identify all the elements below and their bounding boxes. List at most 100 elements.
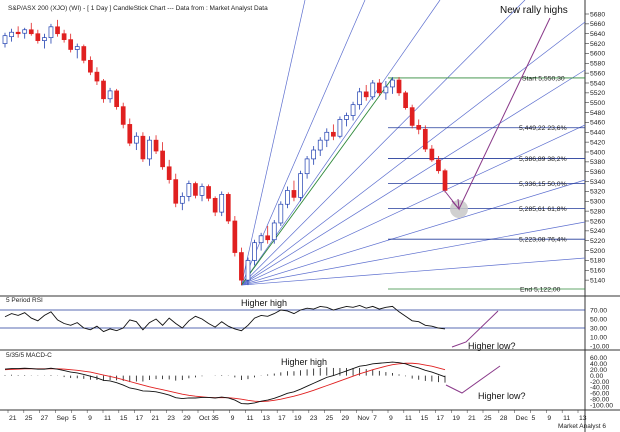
candle <box>422 125 428 152</box>
candle <box>127 118 133 147</box>
price-tick-label: 5380 <box>590 159 605 166</box>
macd-tick-label: -20.00 <box>590 379 609 386</box>
candle-body <box>173 179 179 204</box>
macd-tick-label: -80.00 <box>590 396 609 403</box>
x-tick-label: 9 <box>231 415 235 422</box>
candle-body <box>416 125 422 130</box>
candle-body <box>429 148 435 161</box>
price-tick-label: 5340 <box>590 179 605 186</box>
fib-level-label: 5,449,22 23,6% <box>519 125 567 132</box>
x-tick-label: 21 <box>152 415 160 422</box>
candle <box>278 201 284 226</box>
candle-body <box>245 260 251 281</box>
price-tick-label: 5220 <box>590 238 605 245</box>
price-tick-label: 5420 <box>590 139 605 146</box>
candle-body <box>409 107 415 126</box>
candle <box>55 19 60 37</box>
price-tick-label: 5360 <box>590 169 605 176</box>
candle-body <box>153 139 159 152</box>
price-tick-label: 5520 <box>590 90 605 97</box>
candle <box>212 196 218 217</box>
rsi-line <box>4 305 446 333</box>
candle <box>15 26 21 38</box>
candle-body <box>363 91 369 98</box>
price-tick-label: 5440 <box>590 130 605 137</box>
candle-body <box>271 222 277 241</box>
x-tick-label: Sep <box>57 415 69 422</box>
candle <box>120 102 126 129</box>
candle <box>61 29 67 43</box>
candle-body <box>376 82 382 94</box>
candle <box>390 77 395 94</box>
candle-body <box>265 235 271 241</box>
candle <box>265 225 271 244</box>
candle-body <box>94 71 100 82</box>
price-tick-label: 5400 <box>590 149 605 156</box>
price-tick-label: 5160 <box>590 268 605 275</box>
candle-body <box>383 86 389 94</box>
rsi-panel: 5 Period RSI 70.00 50.00 30.00 10.00 -10.00 <box>0 297 609 350</box>
macd-tick-label: 0.00 <box>590 373 603 380</box>
candle <box>416 119 422 135</box>
x-tick-label: 9 <box>547 415 551 422</box>
x-tick-label: 5 <box>532 415 536 422</box>
new-rally-highs-label: New rally highs <box>500 5 568 16</box>
candle <box>376 79 382 96</box>
candle <box>271 220 277 244</box>
candle <box>344 112 349 127</box>
candlestick-series <box>2 19 448 286</box>
candle-body <box>15 31 21 35</box>
candle <box>22 27 28 39</box>
x-tick-label: 28 <box>500 415 508 422</box>
fib-level-label: Start 5,550,30 <box>522 75 565 82</box>
macd-line <box>4 361 446 405</box>
candle-body <box>35 33 41 41</box>
candle-body <box>199 186 205 196</box>
candle-body <box>252 242 257 261</box>
fib-level-label: 5,386,89 38,2% <box>519 156 567 163</box>
candle-body <box>258 235 264 244</box>
candle <box>153 135 159 154</box>
fib-level-label: End 5,122,00 <box>520 287 561 294</box>
candle-body <box>344 115 349 120</box>
candle <box>429 145 435 162</box>
x-tick-label: 13 <box>579 415 587 422</box>
rsi-tick-label: -10.00 <box>590 343 609 350</box>
fibonacci-levels: Start 5,550,30 5,449,22 23,6% 5,386,89 38,… <box>388 75 585 294</box>
price-tick-label: 5620 <box>590 41 605 48</box>
candle-body <box>232 220 238 253</box>
x-tick-label: 11 <box>104 415 111 422</box>
candle-body <box>442 170 448 191</box>
candle <box>252 239 257 266</box>
candle <box>166 159 172 184</box>
candle-body <box>324 131 330 141</box>
candle <box>74 43 80 59</box>
candle-body <box>114 90 119 108</box>
x-tick-label: 17 <box>136 415 144 422</box>
candle-body <box>22 29 28 34</box>
candle <box>403 90 408 110</box>
fan-line-5 <box>241 69 586 286</box>
projection-arrows <box>443 17 551 218</box>
fan-line-9 <box>241 257 586 286</box>
candle <box>28 22 34 36</box>
higher-low-rsi-label: Higher low? <box>468 341 516 351</box>
candle <box>311 146 317 165</box>
candle-body <box>219 194 225 213</box>
price-tick-label: 5320 <box>590 189 605 196</box>
candle <box>363 84 369 101</box>
candle <box>147 136 152 166</box>
candle-body <box>357 91 362 106</box>
price-tick-label: 5600 <box>590 51 605 58</box>
candle <box>350 101 356 121</box>
macd-tick-label: 60.00 <box>590 355 607 362</box>
candle-body <box>370 82 376 98</box>
macd-tick-label: -40.00 <box>590 385 609 392</box>
rsi-projection <box>451 310 499 348</box>
candle-body <box>239 252 244 281</box>
candle <box>9 28 14 42</box>
candle-body <box>337 119 343 137</box>
candle-body <box>186 183 192 197</box>
candle-body <box>107 90 113 100</box>
